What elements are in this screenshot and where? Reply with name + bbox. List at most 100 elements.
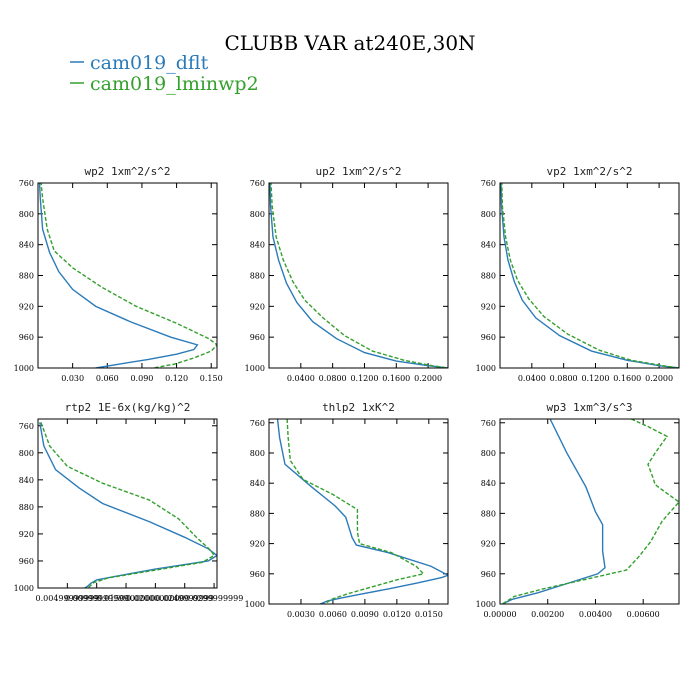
y-tick-label: 920 bbox=[481, 302, 496, 311]
y-tick-label: 960 bbox=[19, 333, 34, 342]
y-tick-label: 920 bbox=[250, 540, 265, 549]
plot-frame bbox=[37, 418, 218, 589]
y-tick-label: 760 bbox=[19, 422, 34, 431]
series-line-cam019_lminwp2 bbox=[502, 419, 679, 604]
y-tick-label: 1000 bbox=[245, 600, 265, 609]
x-tick-label: 0.0060 bbox=[319, 610, 347, 619]
y-tick-label: 1000 bbox=[245, 364, 265, 373]
x-tick-label: 0.0030 bbox=[287, 610, 315, 619]
y-tick-label: 800 bbox=[481, 449, 496, 458]
series-line-cam019_dflt bbox=[276, 419, 448, 604]
x-tick-label: 0.120 bbox=[165, 374, 188, 383]
panel-2: up2 1xm^2/s^2 760 800 840 880 920 960 1000 0.040… bbox=[245, 165, 449, 383]
y-tick-label: 920 bbox=[481, 540, 496, 549]
x-tick-label: 0.0120 bbox=[383, 610, 411, 619]
y-tick-label: 920 bbox=[250, 302, 265, 311]
y-tick-label: 1000 bbox=[14, 364, 34, 373]
y-tick-label: 880 bbox=[481, 509, 496, 518]
y-tick-label: 1000 bbox=[14, 584, 34, 593]
y-tick-label: 760 bbox=[250, 419, 265, 428]
y-tick-label: 960 bbox=[481, 570, 496, 579]
panel-3: vp2 1xm^2/s^2 760 800 840 880 920 960 1000 0.040… bbox=[476, 165, 680, 383]
y-tick-label: 880 bbox=[481, 272, 496, 281]
y-tick-label: 960 bbox=[481, 333, 496, 342]
x-tick-label: 0.0299999999 bbox=[185, 594, 244, 603]
x-tick-label: 0.0249999999 bbox=[155, 594, 214, 603]
x-tick-label: 0.0800 bbox=[319, 374, 347, 383]
y-tick-label: 960 bbox=[19, 557, 34, 566]
y-tick-label: 760 bbox=[481, 419, 496, 428]
x-tick-label: 0.0800 bbox=[550, 374, 578, 383]
panel-5: thlp2 1xK^2 760 800 840 880 920 960 1000 0.0030 0… bbox=[245, 401, 449, 619]
series-line-cam019_lminwp2 bbox=[286, 419, 425, 604]
plot-frame bbox=[268, 418, 449, 605]
series-line-cam019_lminwp2 bbox=[40, 422, 216, 588]
panel-1: wp2 1xm^2/s^2 760 800 840 880 920 960 1000 0.030… bbox=[14, 165, 223, 383]
y-tick-label: 880 bbox=[250, 272, 265, 281]
legend-label-dflt: cam019_dflt bbox=[90, 52, 209, 74]
panel-title: thlp2 1xK^2 bbox=[322, 401, 395, 414]
legend-label-lminwp2: cam019_lminwp2 bbox=[90, 73, 259, 95]
x-tick-label: 0.150 bbox=[200, 374, 223, 383]
y-tick-label: 880 bbox=[250, 509, 265, 518]
x-tick-label: 0.00499999999 bbox=[36, 594, 100, 603]
panel-title: wp2 1xm^2/s^2 bbox=[84, 165, 170, 178]
y-tick-label: 1000 bbox=[476, 364, 496, 373]
panel-4: rtp2 1E-6x(kg/kg)^2 760 800 840 880 920 960 100… bbox=[14, 401, 244, 603]
series-line-cam019_dflt bbox=[500, 183, 679, 368]
x-tick-label: 0.0150 bbox=[415, 610, 443, 619]
plot-frame bbox=[37, 182, 218, 369]
x-tick-label: 0.1200 bbox=[350, 374, 378, 383]
y-tick-label: 800 bbox=[19, 449, 34, 458]
x-tick-label: 0.00600 bbox=[627, 610, 660, 619]
panels: wp2 1xm^2/s^2 760 800 840 880 920 960 1000 0.030… bbox=[14, 165, 680, 619]
y-tick-label: 880 bbox=[19, 503, 34, 512]
x-tick-label: 0.00999999999 bbox=[65, 594, 129, 603]
panel-title: up2 1xm^2/s^2 bbox=[315, 165, 401, 178]
plot-frame bbox=[499, 182, 680, 369]
x-tick-label: 0.0090 bbox=[351, 610, 379, 619]
x-tick-label: 0.1200 bbox=[581, 374, 609, 383]
y-tick-label: 760 bbox=[250, 179, 265, 188]
y-tick-label: 920 bbox=[19, 530, 34, 539]
y-tick-label: 800 bbox=[19, 210, 34, 219]
y-tick-label: 760 bbox=[19, 179, 34, 188]
x-tick-label: 0.00400 bbox=[579, 610, 612, 619]
panel-6: wp3 1xm^3/s^3 760 800 840 880 920 960 10000.000… bbox=[476, 401, 680, 619]
x-tick-label: 0.0200000000 bbox=[126, 594, 185, 603]
plot-frame bbox=[499, 418, 680, 605]
y-tick-label: 800 bbox=[250, 210, 265, 219]
series-line-cam019_dflt bbox=[502, 419, 606, 604]
x-tick-label: 0.060 bbox=[96, 374, 119, 383]
series-line-cam019_dflt bbox=[38, 183, 199, 368]
y-tick-label: 800 bbox=[481, 210, 496, 219]
y-tick-label: 800 bbox=[250, 449, 265, 458]
y-tick-label: 840 bbox=[481, 241, 496, 250]
y-tick-label: 880 bbox=[19, 272, 34, 281]
series-line-cam019_dflt bbox=[269, 183, 448, 368]
panel-title: wp3 1xm^3/s^3 bbox=[546, 401, 632, 414]
y-tick-label: 840 bbox=[19, 476, 34, 485]
x-tick-label: 0.2000 bbox=[414, 374, 442, 383]
y-tick-label: 960 bbox=[250, 333, 265, 342]
x-tick-label: 0.090 bbox=[130, 374, 153, 383]
y-tick-label: 960 bbox=[250, 570, 265, 579]
x-tick-label: 0.0400 bbox=[518, 374, 546, 383]
y-tick-label: 760 bbox=[481, 179, 496, 188]
series-line-cam019_lminwp2 bbox=[501, 183, 679, 368]
x-tick-label: 0.00200 bbox=[531, 610, 564, 619]
plot-frame bbox=[268, 182, 449, 369]
figure-title: CLUBB VAR at240E,30N bbox=[224, 31, 475, 55]
y-tick-label: 920 bbox=[19, 302, 34, 311]
series-line-cam019_lminwp2 bbox=[270, 183, 448, 368]
x-tick-label: 0.1600 bbox=[613, 374, 641, 383]
x-tick-label: 0.1600 bbox=[382, 374, 410, 383]
y-tick-label: 840 bbox=[19, 241, 34, 250]
panel-title: vp2 1xm^2/s^2 bbox=[546, 165, 632, 178]
x-tick-label: 0.0150000000 bbox=[97, 594, 156, 603]
x-tick-label: 0.2000 bbox=[645, 374, 673, 383]
series-line-cam019_lminwp2 bbox=[40, 183, 217, 368]
y-tick-label: 840 bbox=[250, 241, 265, 250]
legend: cam019_dflt cam019_lminwp2 bbox=[70, 52, 259, 95]
